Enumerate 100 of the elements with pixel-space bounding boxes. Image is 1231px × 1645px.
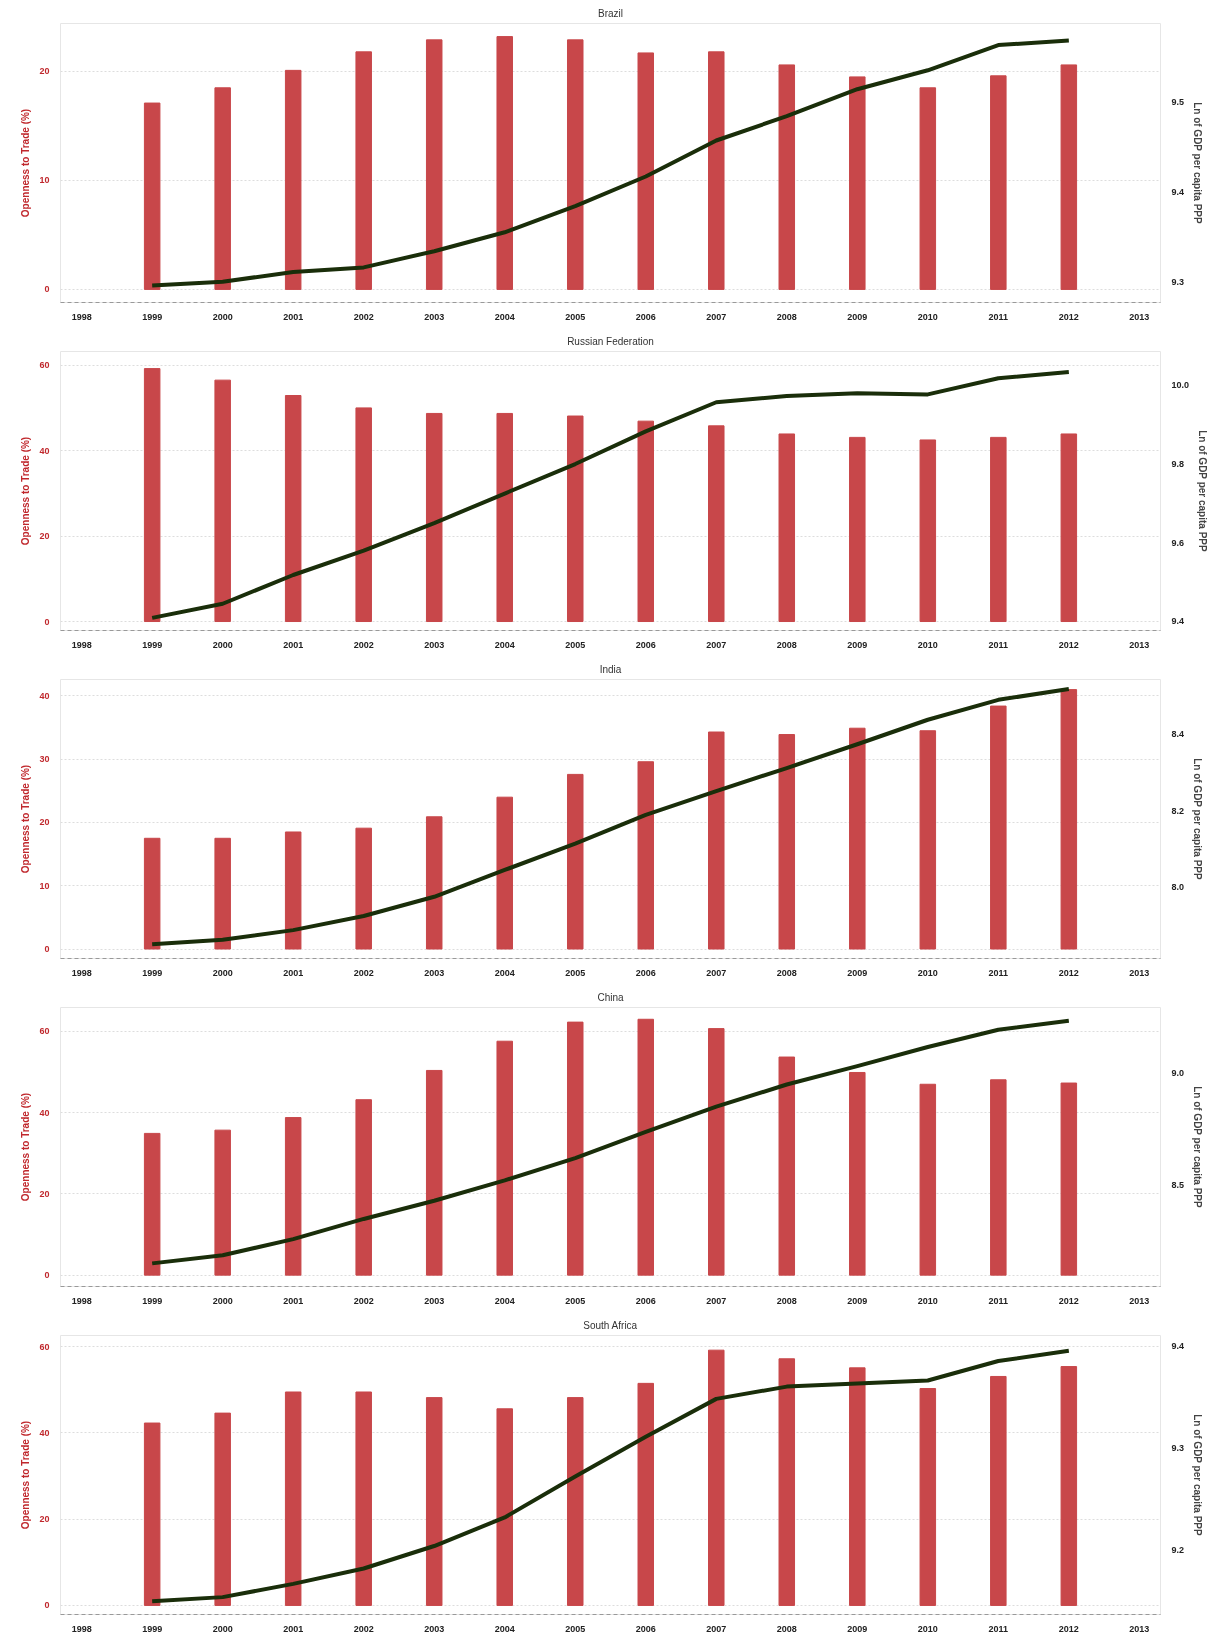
x-tick-label: 2006 xyxy=(635,1295,656,1306)
x-tick-label: 2003 xyxy=(424,1623,445,1634)
x-tick-label: 2008 xyxy=(776,967,797,978)
x-tick-label: 2007 xyxy=(706,311,727,322)
bar xyxy=(143,368,161,623)
chart-title: India xyxy=(599,663,622,675)
chart-title: Russian Federation xyxy=(567,335,654,347)
y2-tick-label: 9.8 xyxy=(1171,459,1185,470)
bar xyxy=(1060,1082,1078,1276)
bar xyxy=(355,1391,372,1606)
x-tick-label: 2010 xyxy=(917,1295,938,1306)
x-tick-label: 2010 xyxy=(917,967,938,978)
x-tick-label: 1999 xyxy=(142,311,163,322)
bar xyxy=(284,831,302,950)
bar xyxy=(566,1021,584,1276)
x-tick-label: 2012 xyxy=(1058,1295,1079,1306)
bar xyxy=(425,1397,443,1606)
y-axis-title: Openness to Trade (%) xyxy=(20,108,32,218)
bar xyxy=(708,1349,725,1606)
bar xyxy=(425,816,443,950)
x-tick-label: 2010 xyxy=(917,311,938,322)
bar xyxy=(355,1099,372,1276)
bar xyxy=(143,1132,161,1276)
x-tick-label: 2012 xyxy=(1058,967,1079,978)
x-tick-label: 2003 xyxy=(424,967,445,978)
y-tick-label: 60 xyxy=(39,360,50,371)
y-tick-label: 40 xyxy=(39,445,50,456)
bar xyxy=(425,412,443,623)
y-tick-label: 0 xyxy=(44,1600,50,1611)
x-tick-label: 2004 xyxy=(494,639,515,650)
x-tick-label: 2007 xyxy=(706,967,727,978)
bar xyxy=(214,837,231,950)
bar xyxy=(708,731,725,950)
x-tick-label: 2001 xyxy=(283,967,304,978)
x-tick-label: 2006 xyxy=(635,311,656,322)
bar xyxy=(355,407,372,623)
x-tick-label: 2008 xyxy=(776,1623,797,1634)
y2-tick-label: 9.4 xyxy=(1171,616,1185,627)
x-tick-label: 2000 xyxy=(212,967,233,978)
bar xyxy=(778,734,796,950)
x-tick-label: 2006 xyxy=(635,1623,656,1634)
y2-tick-label: 9.4 xyxy=(1171,1340,1185,1351)
x-tick-label: 2002 xyxy=(353,639,374,650)
x-tick-label: 2005 xyxy=(565,639,586,650)
x-tick-label: 1999 xyxy=(142,1623,163,1634)
x-tick-label: 2012 xyxy=(1058,311,1079,322)
bar xyxy=(708,1028,725,1276)
x-tick-label: 2007 xyxy=(706,1623,727,1634)
bar xyxy=(1060,433,1078,623)
bar xyxy=(1060,689,1078,950)
x-tick-label: 1999 xyxy=(142,1295,163,1306)
bar xyxy=(143,102,161,290)
x-tick-label: 2000 xyxy=(212,639,233,650)
bar xyxy=(214,1412,231,1606)
x-tick-label: 2008 xyxy=(776,311,797,322)
bar xyxy=(566,39,584,290)
x-tick-label: 2009 xyxy=(847,311,868,322)
x-tick-label: 2002 xyxy=(353,311,374,322)
bar xyxy=(637,1382,655,1606)
x-tick-label: 2004 xyxy=(494,1623,515,1634)
x-tick-label: 1998 xyxy=(71,311,92,322)
bar xyxy=(637,1018,655,1276)
x-tick-label: 2013 xyxy=(1129,1623,1150,1634)
bar xyxy=(496,1040,513,1276)
bar xyxy=(919,1083,937,1276)
y2-tick-label: 9.2 xyxy=(1171,1545,1185,1556)
y-tick-label: 40 xyxy=(39,1107,50,1118)
y-tick-label: 10 xyxy=(39,175,50,186)
x-tick-label: 2010 xyxy=(917,1623,938,1634)
bar xyxy=(637,761,655,950)
x-tick-label: 2003 xyxy=(424,311,445,322)
bar xyxy=(496,36,513,290)
x-tick-label: 2013 xyxy=(1129,967,1150,978)
bar xyxy=(143,837,161,950)
bar xyxy=(566,773,584,950)
bar xyxy=(284,1117,302,1276)
bar xyxy=(566,1397,584,1606)
y2-tick-label: 10.0 xyxy=(1171,380,1190,391)
bar xyxy=(990,75,1007,290)
y-tick-label: 20 xyxy=(39,66,50,77)
chart-title: China xyxy=(597,991,624,1003)
y-axis-title: Openness to Trade (%) xyxy=(20,1420,32,1530)
bar xyxy=(778,433,796,623)
x-tick-label: 2004 xyxy=(494,311,515,322)
y2-tick-label: 9.4 xyxy=(1171,186,1185,197)
x-tick-label: 2008 xyxy=(776,1295,797,1306)
x-tick-label: 2004 xyxy=(494,967,515,978)
y-axis-title: Openness to Trade (%) xyxy=(20,1092,32,1202)
x-tick-label: 2013 xyxy=(1129,1295,1150,1306)
chart-title: Brazil xyxy=(598,7,624,19)
bar xyxy=(143,1422,161,1606)
line-series xyxy=(150,687,1071,947)
x-tick-label: 2011 xyxy=(988,311,1009,322)
x-tick-label: 2001 xyxy=(283,1295,304,1306)
bar xyxy=(284,395,302,623)
x-tick-label: 2007 xyxy=(706,639,727,650)
x-tick-label: 1998 xyxy=(71,1295,92,1306)
x-tick-label: 2005 xyxy=(565,311,586,322)
y-tick-label: 40 xyxy=(39,1427,50,1438)
x-tick-label: 2003 xyxy=(424,1295,445,1306)
